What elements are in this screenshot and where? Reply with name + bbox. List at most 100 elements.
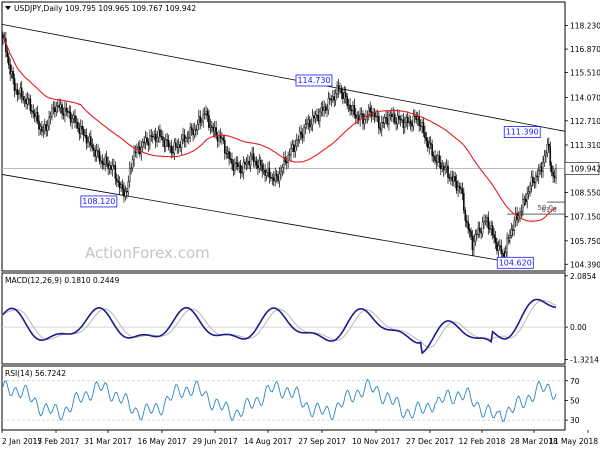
- candle-body: [303, 127, 305, 138]
- candle-body: [192, 129, 194, 136]
- candle-body: [281, 167, 284, 172]
- candle-body: [473, 241, 475, 250]
- candle-body: [520, 211, 523, 213]
- candle-body: [510, 229, 513, 236]
- candle-body: [350, 109, 353, 112]
- candle-body: [193, 129, 196, 136]
- candle-body: [343, 92, 346, 99]
- price-tick-label: 114.070: [570, 93, 600, 102]
- candle-body: [75, 121, 78, 124]
- candle-body: [467, 221, 469, 230]
- candle-body: [255, 160, 258, 166]
- candle-body: [123, 188, 125, 197]
- candle-body: [2, 34, 4, 39]
- candle-body: [115, 178, 118, 182]
- candle-body: [321, 107, 324, 111]
- candle-body: [468, 228, 471, 232]
- fib-retracement-line: [500, 143, 551, 261]
- candle-body: [74, 115, 76, 123]
- price-tick-label: 115.510: [570, 69, 600, 78]
- candle-body: [245, 162, 248, 165]
- candle-body: [157, 129, 160, 138]
- candle-body: [48, 117, 50, 127]
- candle-body: [277, 175, 279, 182]
- candle-body: [78, 128, 81, 134]
- candle-body: [542, 162, 544, 172]
- candle-body: [90, 136, 92, 146]
- candle-body: [182, 134, 184, 140]
- candle-body: [113, 165, 115, 167]
- candle-body: [439, 162, 442, 169]
- candle-body: [314, 114, 317, 119]
- candle-body: [258, 160, 261, 169]
- rsi-line: [2, 378, 557, 423]
- candle-body: [195, 129, 197, 131]
- candle-body: [310, 124, 312, 128]
- candle-body: [121, 184, 124, 189]
- candle-body: [226, 151, 229, 154]
- candle-body: [319, 111, 321, 122]
- candle-body: [360, 113, 363, 115]
- candle-body: [546, 144, 549, 154]
- candle-body: [529, 185, 531, 192]
- candle-body: [130, 167, 132, 169]
- candle-body: [481, 221, 484, 234]
- candle-body: [232, 163, 235, 171]
- candle-body: [406, 117, 409, 123]
- price-tick-label: 104.390: [570, 260, 600, 269]
- candle-body: [15, 89, 17, 91]
- price-tick-label: 105.750: [570, 237, 600, 246]
- candle-body: [58, 105, 60, 108]
- candle-body: [41, 126, 43, 132]
- candle-body: [434, 156, 436, 162]
- candle-body: [22, 96, 24, 101]
- candle-body: [252, 153, 255, 162]
- candle-body: [71, 118, 73, 123]
- candle-body: [513, 220, 516, 231]
- date-tick-label: 27 Dec 2017: [406, 437, 454, 446]
- candle-body: [55, 105, 58, 113]
- candle-body: [356, 115, 359, 119]
- candle-body: [519, 212, 521, 216]
- candle-body: [52, 107, 55, 109]
- candle-body: [160, 136, 163, 138]
- candle-body: [352, 105, 354, 111]
- candle-body: [274, 173, 276, 182]
- candle-body: [144, 137, 147, 144]
- candle-body: [31, 110, 33, 112]
- candle-body: [202, 114, 204, 122]
- candle-body: [432, 155, 435, 157]
- candle-body: [177, 144, 180, 148]
- candle-body: [523, 198, 526, 200]
- candle-body: [379, 127, 382, 130]
- date-tick-label: 15 Feb 2017: [33, 437, 80, 446]
- candle-body: [460, 187, 462, 190]
- rsi-tick-label: 70: [570, 377, 580, 386]
- candle-body: [69, 112, 72, 123]
- candle-body: [150, 135, 153, 137]
- candle-body: [323, 106, 325, 111]
- candle-body: [198, 116, 200, 125]
- candle-body: [373, 112, 376, 117]
- candle-body: [190, 127, 193, 131]
- date-tick-label: 14 Aug 2017: [244, 437, 292, 446]
- candle-body: [16, 89, 19, 96]
- candle-body: [451, 176, 454, 182]
- candle-body: [110, 165, 112, 170]
- candle-body: [445, 165, 448, 168]
- candle-body: [418, 116, 420, 126]
- candle-body: [419, 125, 422, 127]
- candle-body: [429, 142, 432, 145]
- candle-body: [399, 118, 402, 121]
- candle-body: [46, 125, 49, 131]
- candle-body: [465, 220, 468, 223]
- candle-body: [180, 139, 183, 148]
- candle-body: [376, 115, 379, 118]
- macd-line: [2, 298, 557, 355]
- candle-body: [380, 122, 383, 130]
- candle-body: [231, 159, 233, 165]
- candle-body: [307, 119, 310, 125]
- rsi-panel-title: RSI(14) 56.7242: [5, 369, 66, 378]
- candle-body: [346, 96, 348, 106]
- candle-body: [35, 112, 37, 117]
